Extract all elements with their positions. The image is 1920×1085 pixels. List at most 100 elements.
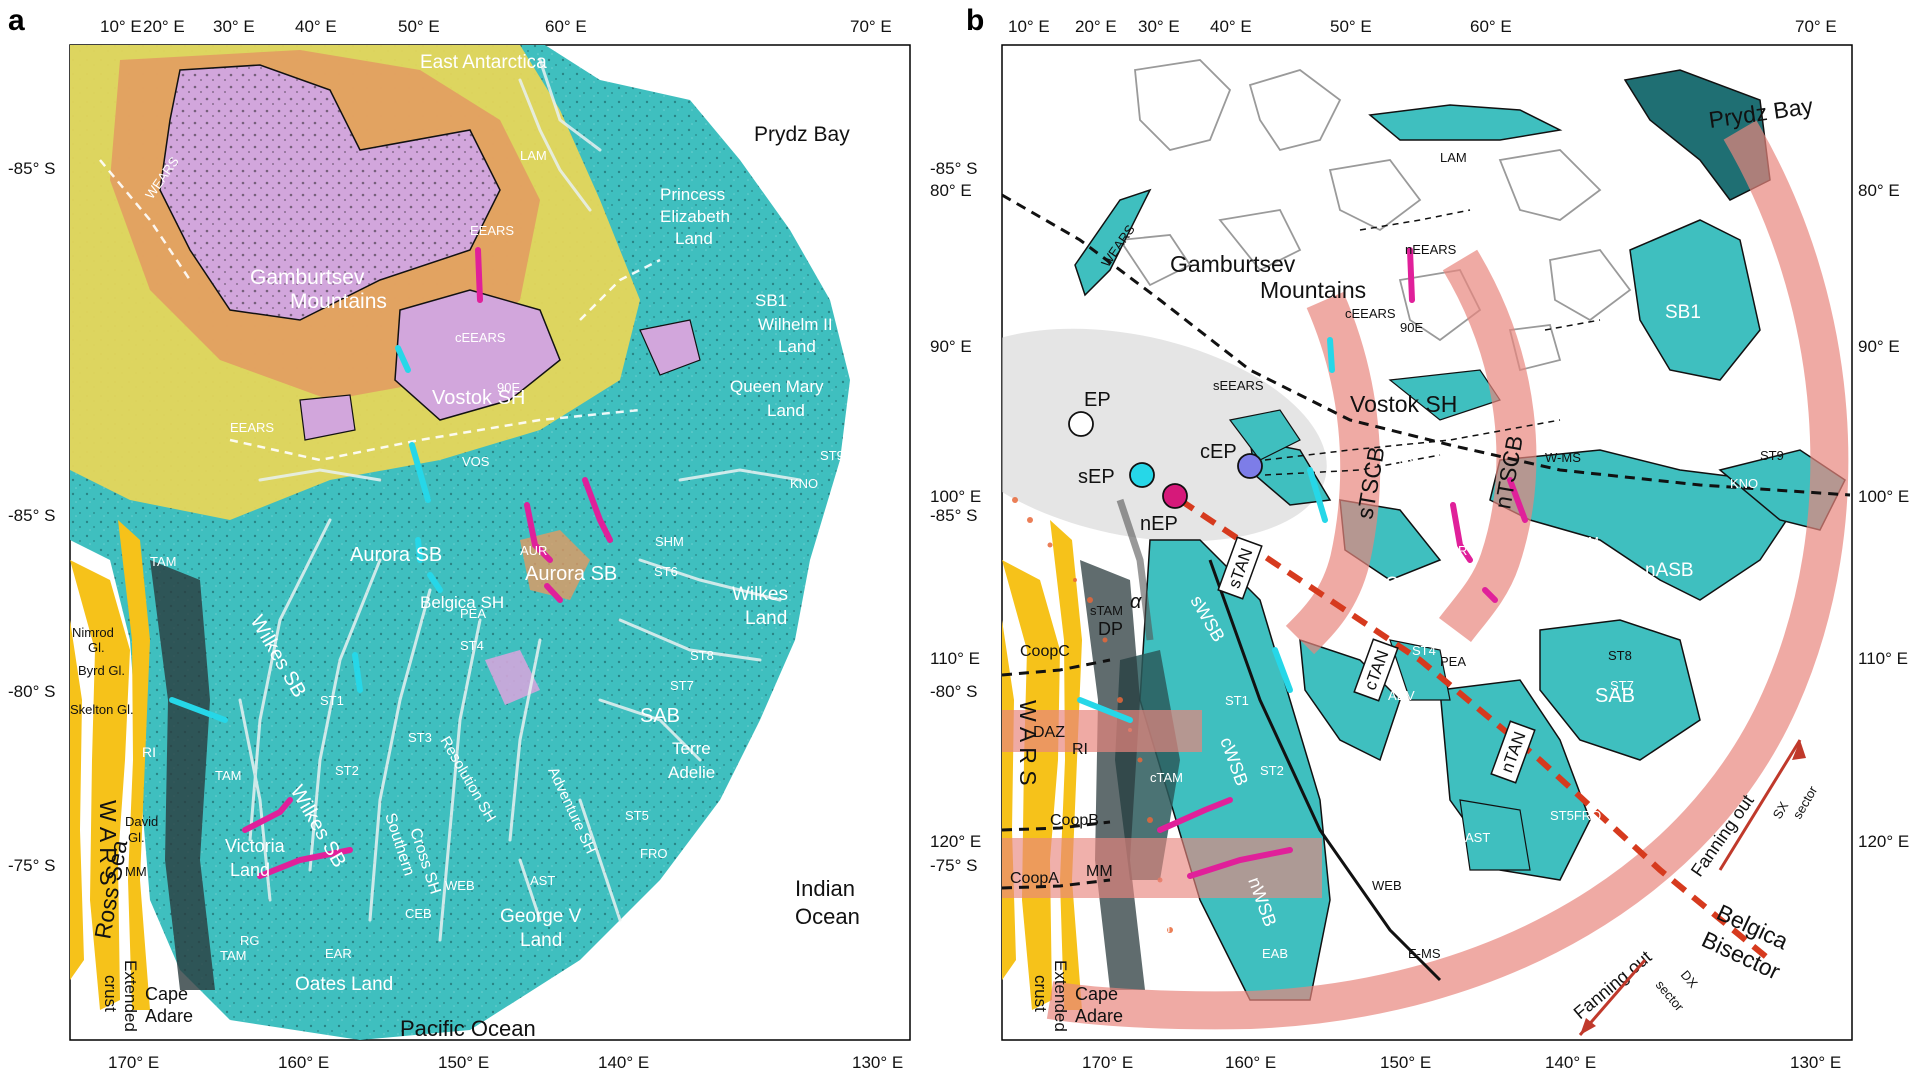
highland-small-2 — [299, 394, 356, 441]
point-cep — [1237, 453, 1263, 479]
stscb-band — [1285, 291, 1381, 655]
label-a-david-2: Gl. — [128, 830, 145, 845]
label-a-st1: ST1 — [320, 693, 344, 708]
label-terre-adelie-1: Terre — [672, 739, 711, 758]
label-b-ems: E-MS — [1408, 946, 1441, 961]
tick-a-left-75: -75° S — [8, 856, 55, 875]
panel-a-map — [70, 45, 850, 1040]
label-cape-adare-a1: Cape — [145, 984, 188, 1004]
label-aurora-sb-a: Aurora SB — [350, 544, 442, 566]
label-a-st8: ST8 — [690, 648, 714, 663]
label-b-ntam: nTAM — [1163, 920, 1197, 935]
label-a-rg: RG — [240, 933, 260, 948]
panel-a: a — [8, 4, 911, 1072]
label-a-st7: ST7 — [670, 678, 694, 693]
label-b-alpha: α — [1130, 591, 1142, 613]
ems-line — [1208, 559, 1442, 982]
tick-a-top-50: 50° E — [398, 17, 440, 36]
label-ri-b: RI — [1072, 741, 1088, 758]
wars-band-3 — [118, 520, 150, 1010]
label-princess-1: Princess — [660, 185, 725, 204]
label-a-st9: ST9 — [820, 448, 844, 463]
wars-band-2 — [70, 620, 84, 980]
label-gamburtsev-b2: Mountains — [1260, 277, 1366, 303]
tick-a-top-40: 40° E — [295, 17, 337, 36]
label-george-v-2: Land — [520, 930, 562, 951]
label-sep: sEP — [1078, 466, 1115, 488]
label-a-aur: AUR — [520, 543, 547, 558]
coop-band-1 — [1002, 710, 1202, 752]
label-indian-ocean-2: Ocean — [795, 904, 860, 929]
label-sasb: sASB — [1280, 539, 1328, 560]
label-b-90e: 90E — [1400, 320, 1423, 335]
label-b-ceears: cEEARS — [1345, 306, 1396, 321]
panel-b: b — [930, 4, 1909, 1072]
coop-band-2 — [1002, 838, 1322, 898]
tick-a-left-85b: -85° S — [8, 506, 55, 525]
tick-a-bottom-130: 130° E — [852, 1053, 903, 1072]
tick-b-120e-left: 120° E — [930, 832, 981, 851]
tick-b-90e-left: 90° E — [930, 337, 972, 356]
label-b-dp: DP — [1098, 619, 1123, 639]
label-a-eears: EEARS — [470, 223, 514, 238]
label-cape-adare-b1: Cape — [1075, 984, 1118, 1004]
label-a-st6: ST6 — [654, 564, 678, 579]
tick-b-bottom-170: 170° E — [1082, 1053, 1133, 1072]
segments-b — [1077, 247, 1528, 879]
tick-b-top-20: 20° E — [1075, 17, 1117, 36]
dashed-a — [99, 159, 661, 462]
label-mm-b: MM — [1086, 863, 1113, 880]
tick-b-top-50: 50° E — [1330, 17, 1372, 36]
tick-a-left-80: -80° S — [8, 682, 55, 701]
tick-a-bottom-160: 160° E — [278, 1053, 329, 1072]
label-a-eears2: EEARS — [230, 420, 274, 435]
tick-a-bottom-140: 140° E — [598, 1053, 649, 1072]
label-cape-adare-a2: Adare — [145, 1006, 193, 1026]
label-gamburtsev-1: Gamburtsev — [250, 266, 365, 289]
tick-a-top-10: 10° E — [100, 17, 142, 36]
label-a-kno: KNO — [790, 476, 818, 491]
label-b-adv: ADV — [1388, 688, 1415, 703]
label-a-vos: VOS — [462, 454, 490, 469]
label-casb: CASB — [1385, 574, 1437, 595]
label-coopb: CoopB — [1050, 812, 1099, 829]
tick-b-top-40: 40° E — [1210, 17, 1252, 36]
point-nep — [1162, 483, 1188, 509]
label-b-st4: ST4 — [1412, 643, 1436, 658]
label-wilhelm-2: Land — [778, 337, 816, 356]
label-a-ri: RI — [142, 744, 156, 760]
tam-range — [150, 560, 215, 990]
label-nep: nEP — [1140, 513, 1178, 535]
label-a-st4: ST4 — [460, 638, 484, 653]
tick-b-left-85b: -85° S — [930, 506, 977, 525]
sector-arrows — [1578, 739, 1806, 1036]
label-wars-b: W A R S — [1015, 700, 1041, 786]
tick-b-90e-right: 90° E — [1858, 337, 1900, 356]
tick-b-top-30: 30° E — [1138, 17, 1180, 36]
label-a-mm: MM — [125, 864, 147, 879]
label-a-st3: ST3 — [408, 730, 432, 745]
label-nimrod-2: Gl. — [88, 640, 105, 655]
label-b-st9: ST9 — [1760, 448, 1784, 463]
label-b-st2: ST2 — [1260, 763, 1284, 778]
wars-band-b3 — [1050, 520, 1082, 1010]
tick-b-100e-right: 100° E — [1858, 487, 1909, 506]
label-b-ceb: CEB — [1328, 906, 1355, 921]
tick-b-80e-right: 80° E — [1858, 181, 1900, 200]
tick-b-100e-left: 100° E — [930, 487, 981, 506]
label-a-ast: AST — [530, 873, 555, 888]
highland-small — [639, 319, 701, 376]
label-sab-a: SAB — [640, 705, 680, 727]
label-a-ear: EAR — [325, 946, 352, 961]
label-wilkes-land-2: Land — [745, 608, 787, 629]
label-b-st1: ST1 — [1225, 693, 1249, 708]
label-extended-1: Extended — [121, 960, 140, 1032]
tick-a-bottom-150: 150° E — [438, 1053, 489, 1072]
label-extended-2: crust — [101, 975, 120, 1012]
label-queen-mary-2: Land — [767, 401, 805, 420]
label-b-neears: nEEARS — [1405, 242, 1457, 257]
label-a-tam3: TAM — [150, 554, 176, 569]
label-princess-2: Elizabeth — [660, 207, 730, 226]
label-nasb: nASB — [1645, 560, 1694, 581]
salmon-arc — [1046, 120, 1849, 1030]
